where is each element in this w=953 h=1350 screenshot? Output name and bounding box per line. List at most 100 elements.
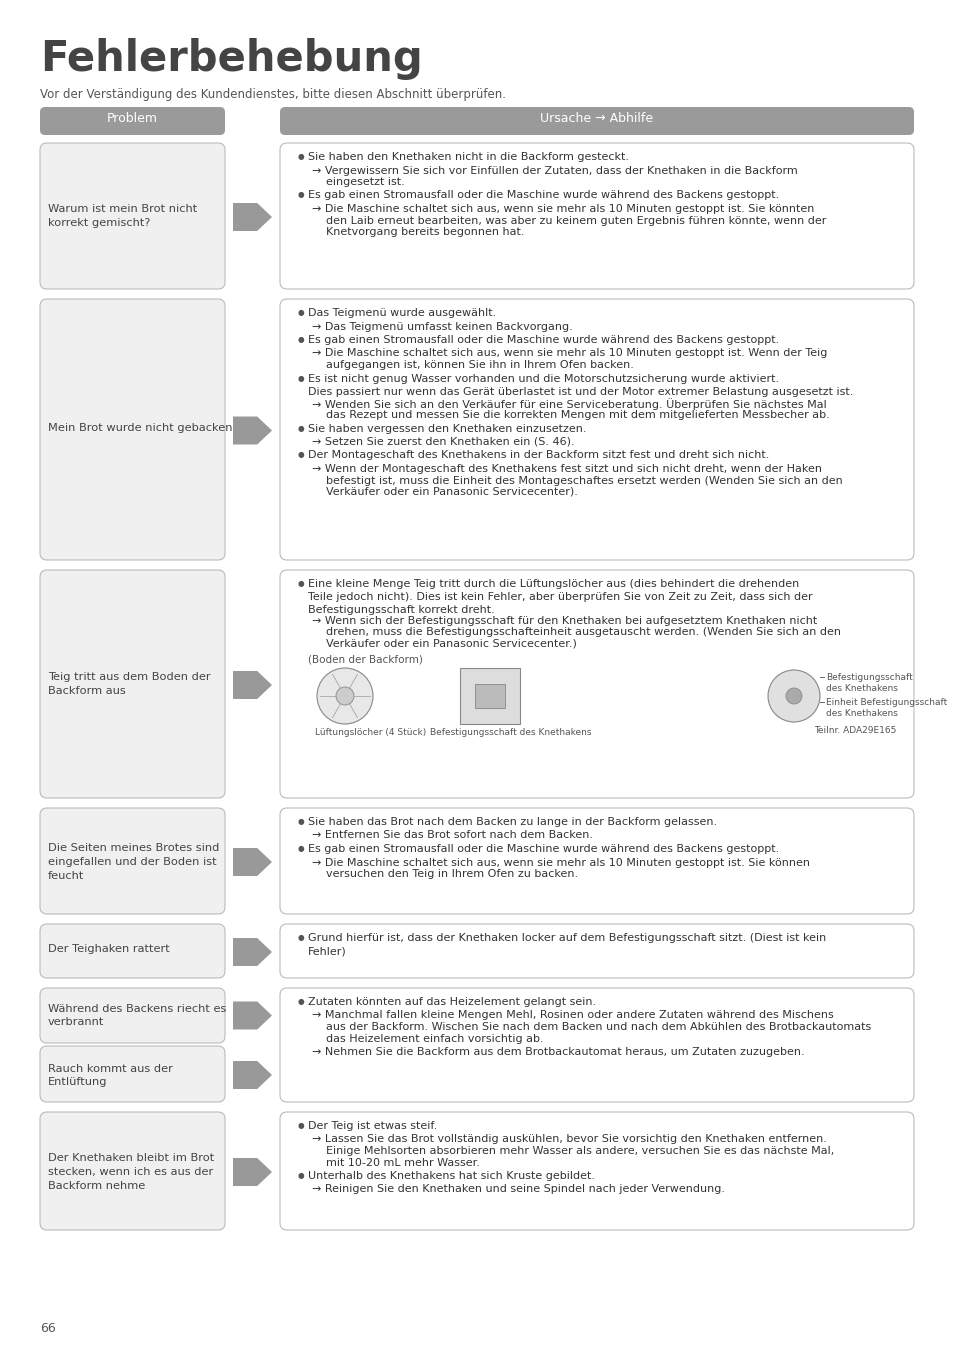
Text: → Reinigen Sie den Knethaken und seine Spindel nach jeder Verwendung.: → Reinigen Sie den Knethaken und seine S…	[312, 1184, 724, 1195]
Polygon shape	[233, 938, 272, 967]
Polygon shape	[233, 202, 272, 231]
FancyBboxPatch shape	[40, 1112, 225, 1230]
Text: → Entfernen Sie das Brot sofort nach dem Backen.: → Entfernen Sie das Brot sofort nach dem…	[312, 830, 593, 841]
Text: Der Montageschaft des Knethakens in der Backform sitzt fest und dreht sich nicht: Der Montageschaft des Knethakens in der …	[308, 451, 768, 460]
Text: (Boden der Backform): (Boden der Backform)	[308, 653, 422, 664]
Text: Der Teig ist etwas steif.: Der Teig ist etwas steif.	[308, 1120, 436, 1131]
FancyBboxPatch shape	[280, 107, 913, 135]
Text: ●: ●	[297, 451, 304, 459]
Text: → Die Maschine schaltet sich aus, wenn sie mehr als 10 Minuten gestoppt ist. Sie: → Die Maschine schaltet sich aus, wenn s…	[312, 204, 814, 215]
Text: Eine kleine Menge Teig tritt durch die Lüftungslöcher aus (dies behindert die dr: Eine kleine Menge Teig tritt durch die L…	[308, 579, 812, 616]
Text: Problem: Problem	[107, 112, 158, 126]
Text: Einheit Befestigungsschaft
des Knethakens: Einheit Befestigungsschaft des Knethaken…	[825, 698, 946, 718]
Text: Das Teigmenü wurde ausgewählt.: Das Teigmenü wurde ausgewählt.	[308, 308, 496, 319]
Text: Es gab einen Stromausfall oder die Maschine wurde während des Backens gestoppt.: Es gab einen Stromausfall oder die Masch…	[308, 190, 779, 201]
Text: Verkäufer oder ein Panasonic Servicecenter.): Verkäufer oder ein Panasonic Servicecent…	[326, 639, 577, 648]
Text: → Wenn der Montageschaft des Knethakens fest sitzt und sich nicht dreht, wenn de: → Wenn der Montageschaft des Knethakens …	[312, 464, 821, 474]
Text: ●: ●	[297, 1120, 304, 1130]
Polygon shape	[233, 417, 272, 444]
Text: ●: ●	[297, 424, 304, 432]
Text: aus der Backform. Wischen Sie nach dem Backen und nach dem Abkühlen des Brotback: aus der Backform. Wischen Sie nach dem B…	[326, 1022, 870, 1031]
Text: → Manchmal fallen kleine Mengen Mehl, Rosinen oder andere Zutaten während des Mi: → Manchmal fallen kleine Mengen Mehl, Ro…	[312, 1011, 833, 1021]
Polygon shape	[233, 848, 272, 876]
Text: Die Seiten meines Brotes sind
eingefallen und der Boden ist
feucht: Die Seiten meines Brotes sind eingefalle…	[48, 842, 219, 880]
Text: ●: ●	[297, 933, 304, 942]
FancyBboxPatch shape	[40, 923, 225, 977]
Circle shape	[335, 687, 354, 705]
Text: Ursache → Abhilfe: Ursache → Abhilfe	[539, 112, 653, 126]
Text: versuchen den Teig in Ihrem Ofen zu backen.: versuchen den Teig in Ihrem Ofen zu back…	[326, 869, 578, 879]
Text: → Setzen Sie zuerst den Knethaken ein (S. 46).: → Setzen Sie zuerst den Knethaken ein (S…	[312, 437, 574, 447]
FancyBboxPatch shape	[40, 1046, 225, 1102]
Text: Teilnr. ADA29E165: Teilnr. ADA29E165	[813, 726, 896, 734]
Text: ●: ●	[297, 153, 304, 161]
FancyBboxPatch shape	[280, 570, 913, 798]
Text: ●: ●	[297, 1170, 304, 1180]
Text: → Wenn sich der Befestigungsschaft für den Knethaken bei aufgesetztem Knethaken : → Wenn sich der Befestigungsschaft für d…	[312, 616, 817, 625]
FancyBboxPatch shape	[40, 809, 225, 914]
Text: Zutaten könnten auf das Heizelement gelangt sein.: Zutaten könnten auf das Heizelement gela…	[308, 998, 596, 1007]
Text: befestigt ist, muss die Einheit des Montageschaftes ersetzt werden (Wenden Sie s: befestigt ist, muss die Einheit des Mont…	[326, 475, 841, 486]
Text: Es ist nicht genug Wasser vorhanden und die Motorschutzsicherung wurde aktiviert: Es ist nicht genug Wasser vorhanden und …	[308, 374, 853, 397]
Text: Der Teighaken rattert: Der Teighaken rattert	[48, 944, 170, 954]
Text: Während des Backens riecht es
verbrannt: Während des Backens riecht es verbrannt	[48, 1004, 226, 1027]
Text: → Das Teigmenü umfasst keinen Backvorgang.: → Das Teigmenü umfasst keinen Backvorgan…	[312, 321, 572, 332]
Text: 66: 66	[40, 1322, 55, 1335]
Circle shape	[785, 688, 801, 703]
Polygon shape	[233, 1002, 272, 1030]
Text: Mein Brot wurde nicht gebacken: Mein Brot wurde nicht gebacken	[48, 423, 233, 433]
Text: → Die Maschine schaltet sich aus, wenn sie mehr als 10 Minuten gestoppt ist. Sie: → Die Maschine schaltet sich aus, wenn s…	[312, 857, 809, 868]
Polygon shape	[233, 1061, 272, 1089]
FancyBboxPatch shape	[40, 570, 225, 798]
FancyBboxPatch shape	[475, 684, 504, 707]
Text: Der Knethaken bleibt im Brot
stecken, wenn ich es aus der
Backform nehme: Der Knethaken bleibt im Brot stecken, we…	[48, 1153, 214, 1191]
Text: → Die Maschine schaltet sich aus, wenn sie mehr als 10 Minuten gestoppt ist. Wen: → Die Maschine schaltet sich aus, wenn s…	[312, 348, 826, 359]
Text: Es gab einen Stromausfall oder die Maschine wurde während des Backens gestoppt.: Es gab einen Stromausfall oder die Masch…	[308, 844, 779, 855]
Text: Sie haben vergessen den Knethaken einzusetzen.: Sie haben vergessen den Knethaken einzus…	[308, 424, 586, 433]
Text: ●: ●	[297, 308, 304, 317]
FancyBboxPatch shape	[40, 298, 225, 560]
Polygon shape	[233, 1158, 272, 1187]
Text: → Vergewissern Sie sich vor Einfüllen der Zutaten, dass der Knethaken in die Bac: → Vergewissern Sie sich vor Einfüllen de…	[312, 166, 797, 176]
FancyBboxPatch shape	[280, 1112, 913, 1230]
Text: Vor der Verständigung des Kundendienstes, bitte diesen Abschnitt überprüfen.: Vor der Verständigung des Kundendienstes…	[40, 88, 505, 101]
FancyBboxPatch shape	[40, 988, 225, 1044]
Circle shape	[316, 668, 373, 724]
Text: → Nehmen Sie die Backform aus dem Brotbackautomat heraus, um Zutaten zuzugeben.: → Nehmen Sie die Backform aus dem Brotba…	[312, 1048, 803, 1057]
FancyBboxPatch shape	[459, 668, 519, 724]
Text: drehen, muss die Befestigungsschafteinheit ausgetauscht werden. (Wenden Sie sich: drehen, muss die Befestigungsschafteinhe…	[326, 626, 841, 637]
Text: ●: ●	[297, 817, 304, 826]
Text: Grund hierfür ist, dass der Knethaken locker auf dem Befestigungsschaft sitzt. (: Grund hierfür ist, dass der Knethaken lo…	[308, 933, 825, 956]
Text: Warum ist mein Brot nicht
korrekt gemischt?: Warum ist mein Brot nicht korrekt gemisc…	[48, 204, 197, 228]
Polygon shape	[233, 671, 272, 699]
Text: → Lassen Sie das Brot vollständig auskühlen, bevor Sie vorsichtig den Knethaken : → Lassen Sie das Brot vollständig ausküh…	[312, 1134, 826, 1145]
Circle shape	[767, 670, 820, 722]
Text: aufgegangen ist, können Sie ihn in Ihrem Ofen backen.: aufgegangen ist, können Sie ihn in Ihrem…	[326, 360, 633, 370]
Text: mit 10-20 mL mehr Wasser.: mit 10-20 mL mehr Wasser.	[326, 1157, 479, 1168]
FancyBboxPatch shape	[280, 809, 913, 914]
Text: Fehlerbehebung: Fehlerbehebung	[40, 38, 422, 80]
FancyBboxPatch shape	[40, 143, 225, 289]
Text: eingesetzt ist.: eingesetzt ist.	[326, 177, 404, 188]
Text: Verkäufer oder ein Panasonic Servicecenter).: Verkäufer oder ein Panasonic Servicecent…	[326, 487, 578, 497]
Text: ●: ●	[297, 844, 304, 853]
Text: Sie haben das Brot nach dem Backen zu lange in der Backform gelassen.: Sie haben das Brot nach dem Backen zu la…	[308, 817, 717, 828]
Text: ●: ●	[297, 374, 304, 382]
FancyBboxPatch shape	[40, 107, 225, 135]
Text: Es gab einen Stromausfall oder die Maschine wurde während des Backens gestoppt.: Es gab einen Stromausfall oder die Masch…	[308, 335, 779, 346]
Text: ●: ●	[297, 190, 304, 200]
Text: Lüftungslöcher (4 Stück): Lüftungslöcher (4 Stück)	[314, 728, 426, 737]
Text: ●: ●	[297, 335, 304, 344]
Text: das Heizelement einfach vorsichtig ab.: das Heizelement einfach vorsichtig ab.	[326, 1034, 543, 1044]
Text: Rauch kommt aus der
Entlüftung: Rauch kommt aus der Entlüftung	[48, 1064, 172, 1087]
Text: → Wenden Sie sich an den Verkäufer für eine Serviceberatung. Überprüfen Sie näch: → Wenden Sie sich an den Verkäufer für e…	[312, 398, 826, 410]
Text: Befestigungsschaft
des Knethakens: Befestigungsschaft des Knethakens	[825, 674, 912, 693]
Text: Einige Mehlsorten absorbieren mehr Wasser als andere, versuchen Sie es das nächs: Einige Mehlsorten absorbieren mehr Wasse…	[326, 1146, 833, 1156]
FancyBboxPatch shape	[280, 988, 913, 1102]
FancyBboxPatch shape	[280, 143, 913, 289]
Text: Sie haben den Knethaken nicht in die Backform gesteckt.: Sie haben den Knethaken nicht in die Bac…	[308, 153, 628, 162]
Text: das Rezept und messen Sie die korrekten Mengen mit dem mitgelieferten Messbecher: das Rezept und messen Sie die korrekten …	[326, 410, 829, 420]
Text: den Laib erneut bearbeiten, was aber zu keinem guten Ergebnis führen könnte, wen: den Laib erneut bearbeiten, was aber zu …	[326, 216, 825, 225]
Text: Knetvorgang bereits begonnen hat.: Knetvorgang bereits begonnen hat.	[326, 227, 524, 238]
Text: ●: ●	[297, 998, 304, 1006]
